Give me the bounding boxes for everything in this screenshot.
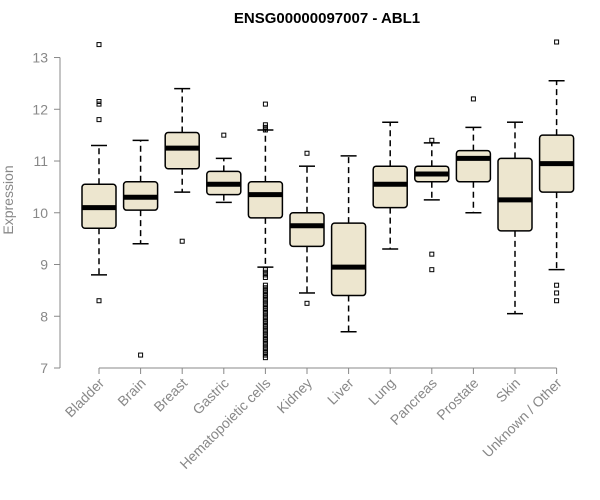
- iqr-box: [455, 149, 492, 183]
- outlier-point: [554, 39, 560, 45]
- outlier-point: [429, 251, 435, 257]
- x-tick-label: Prostate: [433, 375, 481, 423]
- outlier-point: [262, 300, 268, 306]
- outlier-point: [262, 311, 268, 317]
- outlier-point: [96, 99, 102, 105]
- x-tick-label: Unknown / Other: [479, 375, 565, 461]
- outlier-point: [470, 96, 476, 102]
- outlier-point: [554, 282, 560, 288]
- outlier-point: [429, 267, 435, 273]
- outlier-point: [96, 117, 102, 123]
- outlier-point: [221, 132, 227, 138]
- iqr-box: [372, 165, 408, 209]
- x-tick-label: Brain: [114, 375, 148, 409]
- outlier-point: [262, 295, 268, 301]
- outlier-point: [96, 298, 102, 304]
- outlier-point: [262, 274, 268, 280]
- outlier-point: [262, 313, 268, 319]
- iqr-box: [247, 180, 284, 219]
- outlier-point: [262, 352, 268, 358]
- outlier-point: [262, 329, 268, 335]
- outlier-point: [262, 303, 268, 309]
- outlier-point: [96, 42, 102, 48]
- outlier-point: [554, 290, 560, 296]
- iqr-box: [289, 212, 325, 248]
- outlier-point: [262, 334, 268, 340]
- outlier-point: [262, 293, 268, 299]
- outlier-point: [262, 282, 268, 288]
- outlier-point: [262, 339, 268, 345]
- outlier-point: [262, 318, 268, 324]
- outlier-point: [262, 285, 268, 291]
- outlier-point: [262, 269, 268, 275]
- y-tick-label: 7: [40, 360, 48, 376]
- y-tick-label: 9: [40, 257, 48, 273]
- box-brain: [122, 139, 159, 358]
- box-skin: [497, 121, 533, 315]
- outlier-point: [262, 337, 268, 343]
- x-tick-label: Lung: [365, 375, 398, 408]
- box-liver: [330, 155, 367, 333]
- outlier-point: [179, 238, 185, 244]
- outlier-point: [429, 137, 435, 143]
- box-bladder: [81, 42, 117, 304]
- outlier-point: [262, 342, 268, 348]
- outlier-point: [554, 298, 560, 304]
- box-unknown-other: [538, 39, 575, 304]
- outlier-point: [262, 344, 268, 350]
- y-tick-label: 8: [40, 308, 48, 324]
- outlier-point: [96, 101, 102, 107]
- outlier-point: [262, 355, 268, 361]
- box-pancreas: [414, 137, 450, 273]
- x-tick-label: Breast: [150, 375, 190, 415]
- outlier-point: [262, 298, 268, 304]
- outlier-point: [262, 349, 268, 355]
- iqr-box: [330, 222, 367, 297]
- outlier-point: [262, 305, 268, 311]
- outlier-point: [262, 326, 268, 332]
- outlier-point: [262, 124, 268, 130]
- outlier-point: [262, 267, 268, 273]
- outlier-point: [138, 352, 144, 358]
- outlier-point: [262, 290, 268, 296]
- box-prostate: [455, 96, 492, 214]
- outlier-point: [262, 101, 268, 107]
- y-axis-label: Expression: [0, 165, 16, 234]
- box-series: [81, 39, 575, 361]
- outlier-point: [262, 272, 268, 278]
- y-tick-label: 11: [33, 153, 48, 169]
- outlier-point: [262, 287, 268, 293]
- outlier-point: [262, 324, 268, 330]
- x-tick-label: Skin: [493, 375, 524, 406]
- iqr-box: [497, 157, 533, 232]
- outlier-point: [262, 331, 268, 337]
- outlier-point: [262, 321, 268, 327]
- outlier-point: [304, 150, 310, 156]
- outlier-point: [304, 300, 310, 306]
- box-hematopoietic-cells: [247, 101, 284, 361]
- outlier-point: [262, 347, 268, 353]
- x-tick-label: Kidney: [274, 375, 316, 417]
- box-lung: [372, 121, 408, 250]
- x-tick-label: Liver: [324, 375, 357, 408]
- y-tick-label: 12: [32, 101, 48, 117]
- x-tick-label: Bladder: [62, 375, 108, 421]
- iqr-box: [164, 131, 200, 170]
- box-gastric: [206, 132, 242, 204]
- y-axis: 7 8 9 10 11 12 13: [32, 50, 61, 376]
- y-tick-label: 13: [32, 50, 48, 66]
- outlier-point: [262, 316, 268, 322]
- y-tick-label: 10: [32, 205, 48, 221]
- outlier-point: [262, 127, 268, 133]
- outlier-point: [262, 122, 268, 128]
- chart-title: ENSG00000097007 - ABL1: [234, 10, 420, 27]
- outlier-point: [262, 308, 268, 314]
- box-breast: [164, 87, 200, 244]
- box-kidney: [289, 150, 325, 306]
